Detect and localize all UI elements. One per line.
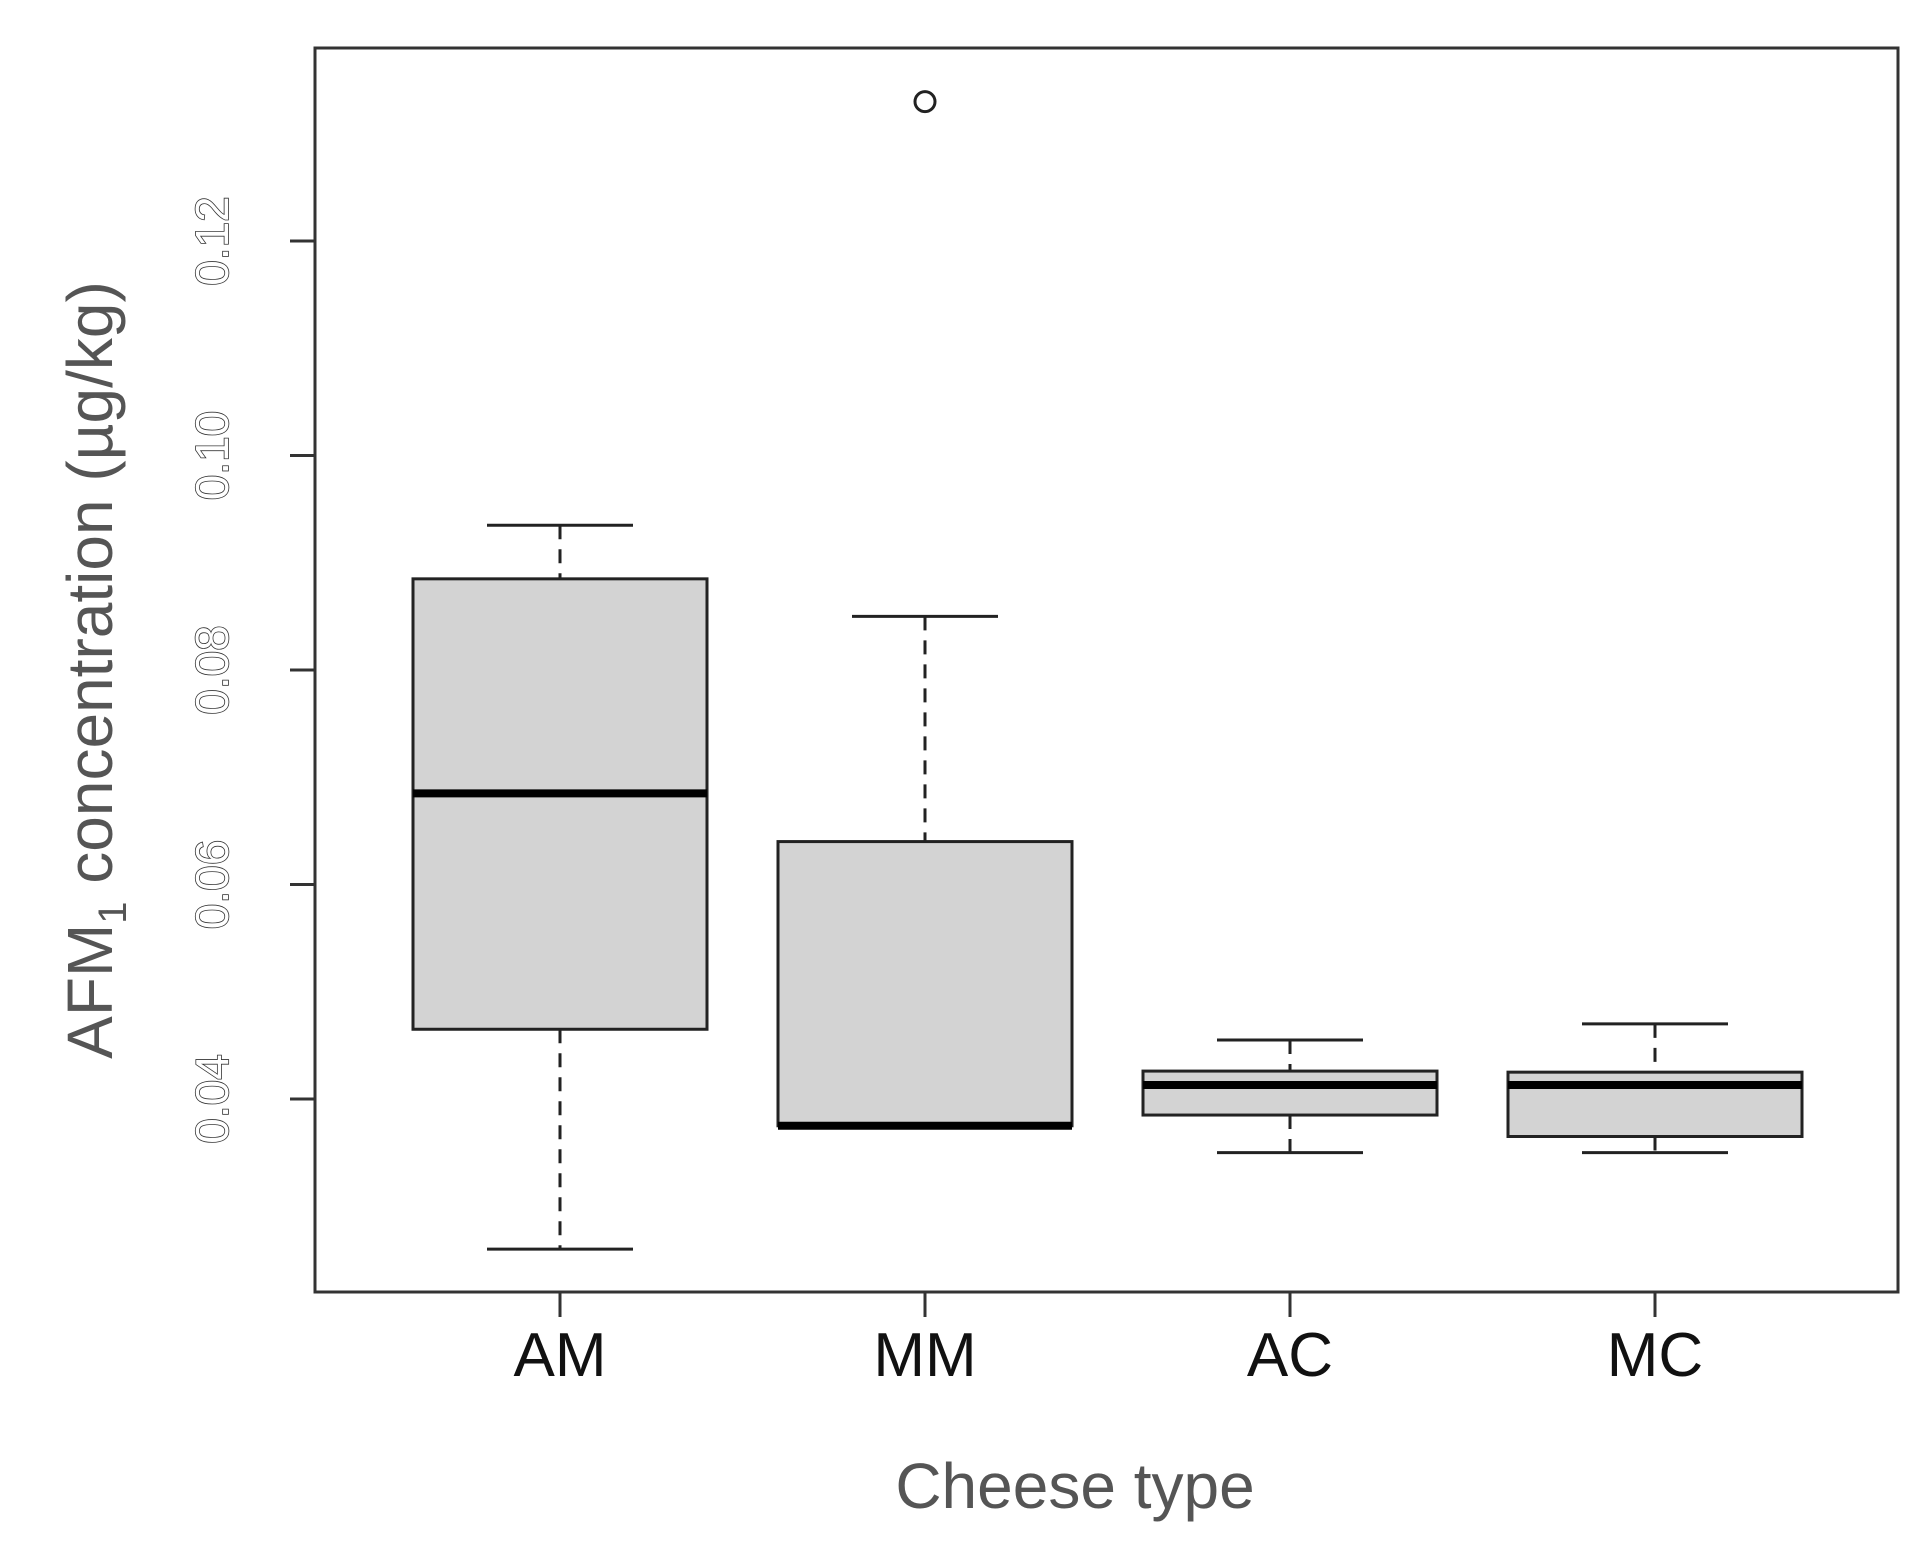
boxes xyxy=(411,90,1804,1251)
y-axis-title-unit: concentration (µg/kg) xyxy=(54,281,126,901)
box-group-mm xyxy=(776,90,1074,1130)
box-group-am xyxy=(411,523,709,1251)
box-ac xyxy=(1141,1069,1439,1117)
x-tick-label-ac: AC xyxy=(1247,1321,1333,1390)
box-group-ac xyxy=(1141,1038,1439,1155)
y-axis-title-subscript: 1 xyxy=(91,901,135,923)
box-mm xyxy=(776,840,1074,1128)
y-tick-label-0.08: 0.08 xyxy=(186,625,238,715)
x-tick-label-mc: MC xyxy=(1607,1321,1703,1390)
y-tick-label-0.04: 0.04 xyxy=(186,1054,238,1144)
y-tick-label-0.12: 0.12 xyxy=(186,196,238,286)
box-am xyxy=(411,577,709,1031)
y-tick-label-0.06: 0.06 xyxy=(186,840,238,930)
x-tick-label-mm: MM xyxy=(873,1321,976,1390)
y-axis: 0.04 0.06 0.08 0.10 0.12 xyxy=(185,195,317,1145)
y-axis-title: AFM1 concentration (µg/kg) xyxy=(54,281,135,1059)
x-axis-title: Cheese type xyxy=(895,1450,1254,1522)
x-tick-label-am: AM xyxy=(514,1321,607,1390)
y-tick-label-0.10: 0.10 xyxy=(186,411,238,501)
box-group-mc xyxy=(1506,1022,1804,1155)
outlier-mm-0 xyxy=(913,90,937,114)
y-axis-title-main: AFM xyxy=(54,924,126,1059)
x-axis: AM MM AC MC xyxy=(514,1290,1703,1390)
